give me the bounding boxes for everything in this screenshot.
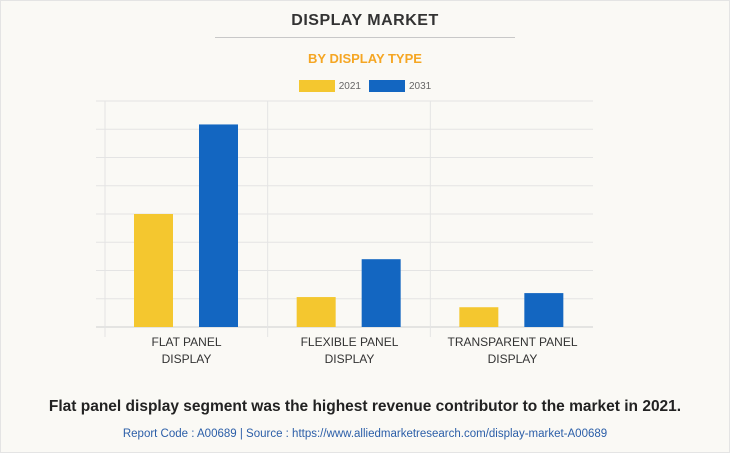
legend-swatch-2031	[369, 80, 405, 92]
legend-label-2031: 2031	[409, 80, 432, 92]
x-tick-label-flexible-panel: FLEXIBLE PANEL DISPLAY	[268, 334, 431, 368]
chart-title: DISPLAY MARKET	[291, 12, 439, 29]
legend-swatch-2021	[298, 80, 335, 92]
x-tick-label-flat-panel: FLAT PANEL DISPLAY	[105, 334, 268, 368]
caption: Flat panel display segment was the highe…	[48, 398, 682, 415]
bar-2031-1	[199, 124, 238, 327]
legend-label-2021: 2021	[338, 80, 361, 92]
legend-item-2021[interactable]: 2021	[298, 80, 361, 92]
chart-subtitle: BY DISPLAY TYPE	[308, 51, 422, 66]
x-tick-line-2: DISPLAY	[161, 352, 212, 366]
bar-2021-2	[296, 297, 336, 327]
legend-item-2031[interactable]: 2031	[369, 80, 431, 92]
bar-2031-2	[361, 259, 401, 327]
x-tick-line-1: FLAT PANEL	[151, 335, 222, 349]
source-link[interactable]: Report Code : A00689 | Source : https://…	[122, 428, 608, 440]
title-divider	[215, 37, 515, 38]
bar-2021-1	[134, 214, 173, 327]
x-tick-line-2: DISPLAY	[487, 352, 538, 366]
bar-2031-3	[524, 293, 564, 327]
x-tick-line-2: DISPLAY	[324, 352, 375, 366]
x-tick-line-1: FLEXIBLE PANEL	[300, 335, 399, 349]
x-tick-line-1: TRANSPARENT PANEL	[447, 335, 578, 349]
x-tick-label-transparent-panel: TRANSPARENT PANEL DISPLAY	[431, 334, 594, 368]
legend: 2021 2031	[0, 80, 730, 92]
bar-2021-3	[459, 307, 499, 327]
